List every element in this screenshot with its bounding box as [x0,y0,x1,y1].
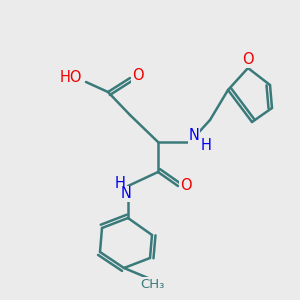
Text: H: H [201,139,212,154]
Text: HO: HO [59,70,82,86]
Text: O: O [132,68,144,83]
Text: N: N [121,187,131,202]
Text: N: N [189,128,200,143]
Text: O: O [180,178,192,194]
Text: H: H [115,176,125,191]
Text: O: O [242,52,254,68]
Text: CH₃: CH₃ [140,278,164,290]
